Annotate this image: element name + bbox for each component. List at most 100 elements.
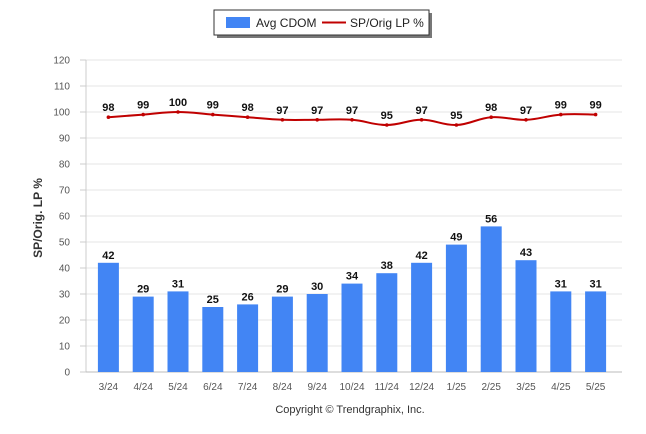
bar-data-label: 38 [381, 260, 393, 272]
bar [271, 296, 293, 372]
x-tick-label: 6/24 [203, 382, 223, 393]
line-point [315, 118, 320, 122]
bar [550, 291, 572, 372]
bar-data-label: 42 [415, 250, 427, 262]
line-point [593, 112, 598, 117]
bar-data-label: 49 [450, 232, 462, 244]
y-tick-label: 100 [53, 108, 70, 119]
line-point [106, 115, 111, 119]
line-point [350, 118, 354, 122]
bar [237, 304, 259, 372]
axes: 0 10 20 30 40 50 60 70 80 90 100 110 120 3/24 4/24 5/24… [53, 56, 622, 393]
bar [411, 262, 433, 372]
bar-series [97, 226, 607, 372]
y-tick-label: 30 [59, 290, 71, 301]
bar [515, 260, 537, 372]
bar [376, 273, 398, 372]
x-tick-label: 4/25 [551, 382, 571, 393]
x-tick-label: 8/24 [273, 382, 293, 393]
bar-data-label: 29 [276, 284, 288, 296]
y-tick-label: 70 [59, 186, 71, 197]
line-data-label: 95 [381, 110, 393, 122]
bar-data-label: 29 [137, 284, 149, 296]
bar [97, 262, 119, 372]
line-data-label: 97 [346, 105, 358, 117]
x-tick-label: 3/25 [516, 382, 536, 393]
line-point [211, 112, 215, 117]
line-data-label: 99 [207, 100, 219, 112]
copyright-footer: Copyright © Trendgraphix, Inc. [275, 404, 424, 416]
legend-label-avg-cdom: Avg CDOM [256, 16, 316, 30]
legend: Avg CDOM SP/Orig LP % [213, 9, 432, 38]
line-data-label: 97 [415, 105, 427, 117]
bar [585, 291, 607, 372]
x-tick-label: 1/25 [447, 382, 467, 393]
line-point [524, 118, 528, 122]
line-data-label: 97 [311, 105, 323, 117]
bar-data-label: 31 [589, 278, 601, 290]
line-point [245, 115, 250, 119]
line-point [454, 123, 459, 127]
legend-bar-swatch [226, 17, 250, 28]
line-point [280, 118, 285, 122]
bar [167, 291, 189, 372]
legend-label-sp-orig-lp: SP/Orig LP % [350, 16, 424, 30]
bar [480, 226, 502, 372]
bar-data-label: 42 [102, 250, 114, 262]
line-data-label: 98 [241, 102, 253, 114]
y-tick-label: 80 [59, 160, 71, 171]
data-labels: 42 29 31 25 26 29 30 34 38 42 49 56 43 31 31 98 99 100 99 9… [102, 97, 601, 306]
line-data-label: 97 [276, 105, 288, 117]
bar [132, 296, 154, 372]
line-data-label: 98 [485, 102, 497, 114]
x-tick-label: 5/24 [168, 382, 188, 393]
bar-data-label: 30 [311, 281, 323, 293]
bar-data-label: 31 [172, 278, 184, 290]
y-tick-label: 90 [59, 134, 71, 145]
bar-data-label: 31 [555, 278, 567, 290]
y-tick-label: 10 [59, 342, 71, 353]
x-tick-label: 2/25 [481, 382, 501, 393]
x-tick-label: 7/24 [238, 382, 258, 393]
line-data-label: 99 [589, 100, 601, 112]
x-tick-label: 10/24 [339, 382, 364, 393]
y-tick-label: 60 [59, 212, 71, 223]
y-tick-label: 20 [59, 316, 71, 327]
bar-data-label: 34 [346, 271, 359, 283]
line-point [176, 110, 180, 114]
line-point [385, 123, 389, 127]
x-tick-label: 12/24 [409, 382, 434, 393]
line-data-label: 99 [137, 100, 149, 112]
bar [445, 244, 467, 372]
bar-data-label: 26 [241, 291, 253, 303]
y-tick-label: 110 [54, 82, 70, 93]
bar-data-label: 25 [207, 294, 219, 306]
line-data-label: 100 [169, 97, 187, 109]
x-tick-label: 11/24 [375, 382, 400, 393]
line-data-label: 95 [450, 110, 462, 122]
line-point [559, 112, 563, 117]
x-tick-label: 5/25 [586, 382, 606, 393]
bar-data-label: 56 [485, 213, 497, 225]
y-tick-label: 40 [59, 264, 71, 275]
x-tick-label: 4/24 [133, 382, 153, 393]
x-tick-label: 9/24 [307, 382, 327, 393]
line-data-label: 98 [102, 102, 114, 114]
line-data-label: 99 [555, 100, 567, 112]
x-tick-label: 3/24 [99, 382, 119, 393]
line-point [141, 112, 145, 117]
bar [306, 294, 328, 372]
y-tick-label: 0 [64, 368, 70, 379]
line-point [489, 115, 494, 119]
y-tick-label: 50 [59, 238, 71, 249]
bar [202, 307, 224, 372]
line-point [419, 118, 424, 122]
bar [341, 283, 363, 372]
bar-data-label: 43 [520, 247, 532, 259]
y-axis-label: SP/Orig. LP % [31, 178, 45, 258]
line-series [106, 110, 598, 127]
line-data-label: 97 [520, 105, 532, 117]
y-tick-label: 120 [53, 56, 70, 67]
